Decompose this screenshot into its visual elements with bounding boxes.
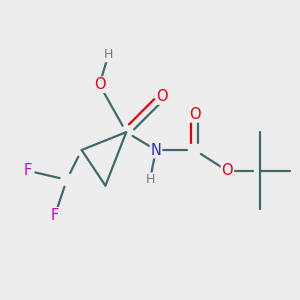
Text: F: F (24, 163, 32, 178)
Text: N: N (151, 142, 161, 158)
Text: F: F (51, 208, 59, 223)
Text: O: O (221, 163, 233, 178)
Text: H: H (145, 173, 155, 186)
Text: O: O (156, 89, 168, 104)
Text: H: H (104, 48, 113, 62)
Text: O: O (94, 77, 105, 92)
Text: O: O (189, 107, 200, 122)
